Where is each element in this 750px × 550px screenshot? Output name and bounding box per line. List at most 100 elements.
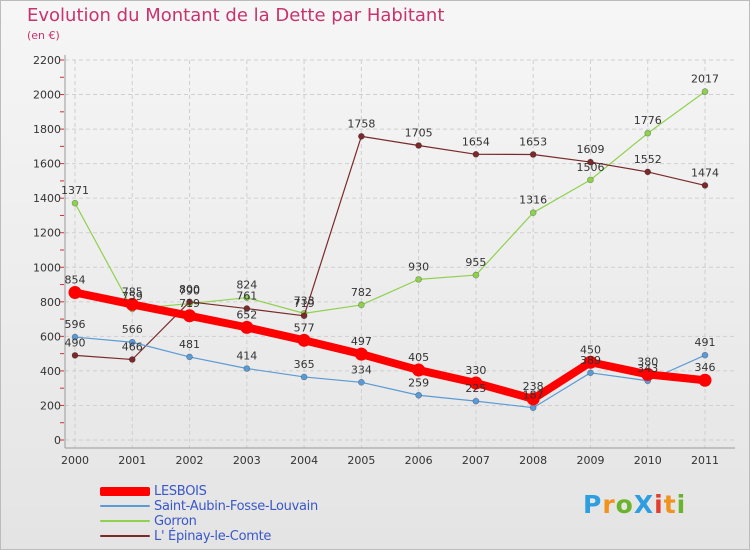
legend-label-epinay: L' Épinay-le-Comte [154,529,272,544]
data-point [300,373,308,381]
data-label: 414 [236,349,257,362]
data-label: 389 [580,354,601,367]
x-tick-label: 2002 [176,454,204,467]
data-point [71,352,79,359]
data-label: 566 [122,323,143,336]
legend-item-lesbois: LESBOIS [100,484,400,499]
data-point [243,365,251,372]
data-label: 790 [179,285,200,298]
y-tick-label: 1400 [33,192,61,205]
data-label: 405 [408,351,429,364]
data-label: 719 [179,297,200,310]
y-tick-label: 1600 [33,158,61,171]
data-label: 800 [179,283,200,296]
data-point [644,168,652,176]
legend-label-saint-aubin: Saint-Aubin-Fosse-Louvain [154,499,318,514]
data-point [354,347,368,361]
data-label: 761 [236,290,257,303]
data-point [587,369,594,377]
data-label: 1758 [347,117,375,130]
data-point [583,355,597,369]
x-tick-label: 2001 [118,454,146,467]
data-label: 1653 [519,135,547,148]
data-label: 782 [351,286,372,299]
data-point [186,353,193,361]
data-label: 365 [294,358,315,371]
data-label: 334 [351,363,372,376]
data-label: 466 [122,341,143,354]
x-tick-label: 2006 [405,454,433,467]
data-point [587,176,594,184]
data-label: 785 [122,285,143,298]
series-line-1 [74,336,706,409]
data-label: 2017 [691,73,719,86]
legend-swatch-gorron [100,520,150,522]
logo-letter: r [602,490,616,519]
data-point [71,333,79,341]
y-tick-label: 600 [40,330,61,343]
data-label: 187 [523,389,544,402]
data-label: 1474 [691,166,719,179]
data-label: 652 [236,308,257,321]
x-tick-label: 2010 [634,454,662,467]
chart-subtitle: (en €) [27,29,60,42]
data-point [529,151,537,158]
legend-swatch-saint-aubin [100,505,150,507]
data-point [358,301,365,309]
data-point [128,356,136,363]
data-point [587,158,594,166]
data-point [300,312,308,320]
data-label: 1705 [405,127,433,140]
series-line-2 [74,91,706,314]
data-point [469,376,483,390]
data-point [526,392,540,406]
data-point [240,320,254,334]
data-label: 596 [65,318,86,331]
y-tick-label: 2000 [33,89,61,102]
y-tick-label: 1000 [33,261,61,274]
data-point [701,182,709,189]
data-point [68,285,82,299]
data-label: 491 [695,336,716,349]
x-tick-label: 2011 [691,454,719,467]
x-tick-label: 2007 [462,454,490,467]
x-tick-label: 2009 [576,454,604,467]
data-label: 1654 [462,135,490,148]
data-label: 259 [408,376,429,389]
data-point [125,297,139,311]
legend-swatch-lesbois [100,487,150,496]
legend-label-gorron: Gorron [154,514,197,529]
data-point [529,209,537,216]
chart-title: Evolution du Montant de la Dette par Hab… [27,5,445,26]
data-point [243,305,251,312]
y-tick-label: 1800 [33,123,61,136]
data-point [297,333,311,347]
legend-swatch-epinay [100,535,150,537]
data-label: 380 [637,355,658,368]
data-point [358,379,365,386]
data-point [472,271,480,279]
y-tick-label: 1200 [33,227,61,240]
data-point [644,129,652,137]
data-label: 225 [465,382,486,395]
logo-letter: i [676,490,687,519]
data-label: 759 [122,290,143,303]
logo-letter: i [654,490,664,519]
data-point [641,367,655,381]
x-tick-label: 2004 [290,454,318,467]
data-label: 1316 [519,194,547,207]
data-point [412,363,426,377]
data-label: 238 [523,380,544,393]
y-tick-label: 400 [40,365,61,378]
proxiti-logo: ProXiti [583,490,686,519]
data-label: 1552 [634,153,662,166]
data-point [529,404,537,412]
legend-item-gorron: Gorron [100,514,400,529]
data-label: 1371 [61,184,89,197]
data-label: 343 [637,362,658,375]
data-point [701,351,709,359]
legend-label-lesbois: LESBOIS [154,484,207,499]
data-point [243,294,251,301]
